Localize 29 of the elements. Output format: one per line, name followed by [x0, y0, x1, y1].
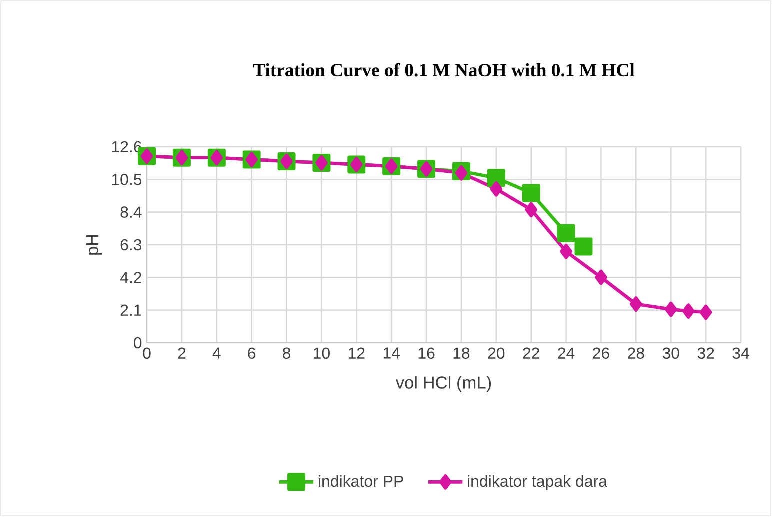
legend-label: indikator tapak dara [468, 475, 608, 490]
x-tick-label: 2 [178, 348, 186, 359]
x-tick-label: 4 [212, 348, 221, 359]
x-tick-label: 10 [314, 348, 330, 360]
x-tick-label: 8 [283, 348, 291, 360]
x-tick-label: 30 [662, 348, 680, 360]
y-tick-label: 2.1 [120, 304, 142, 316]
y-tick-label: 10.5 [112, 174, 142, 186]
x-tick-label: 22 [523, 348, 540, 359]
x-tick-label: 32 [698, 348, 714, 360]
x-tick-label: 20 [488, 348, 505, 360]
x-tick-label: 34 [732, 348, 750, 360]
x-tick-label: 0 [143, 348, 151, 360]
y-tick-label: 0 [134, 337, 142, 349]
x-tick-label: 12 [348, 348, 365, 359]
x-tick-label: 14 [384, 348, 400, 359]
y-tick-label: 4.2 [120, 272, 142, 284]
x-tick-label: 26 [593, 348, 610, 360]
x-tick-label: 16 [418, 348, 435, 360]
x-tick-label: 28 [628, 348, 644, 360]
chart-title: Titration Curve of 0.1 M NaOH with 0.1 M HCl [253, 63, 635, 77]
x-tick-label: 18 [454, 348, 470, 360]
x-axis-title: vol HCl (mL) [396, 376, 492, 392]
y-axis-title: pH [86, 235, 102, 255]
y-tick-label: 6.3 [120, 239, 142, 251]
x-tick-label: 6 [248, 348, 256, 360]
legend-label: indikator PP [319, 475, 404, 488]
x-tick-label: 24 [558, 348, 575, 359]
y-tick-label: 8.4 [120, 206, 142, 218]
